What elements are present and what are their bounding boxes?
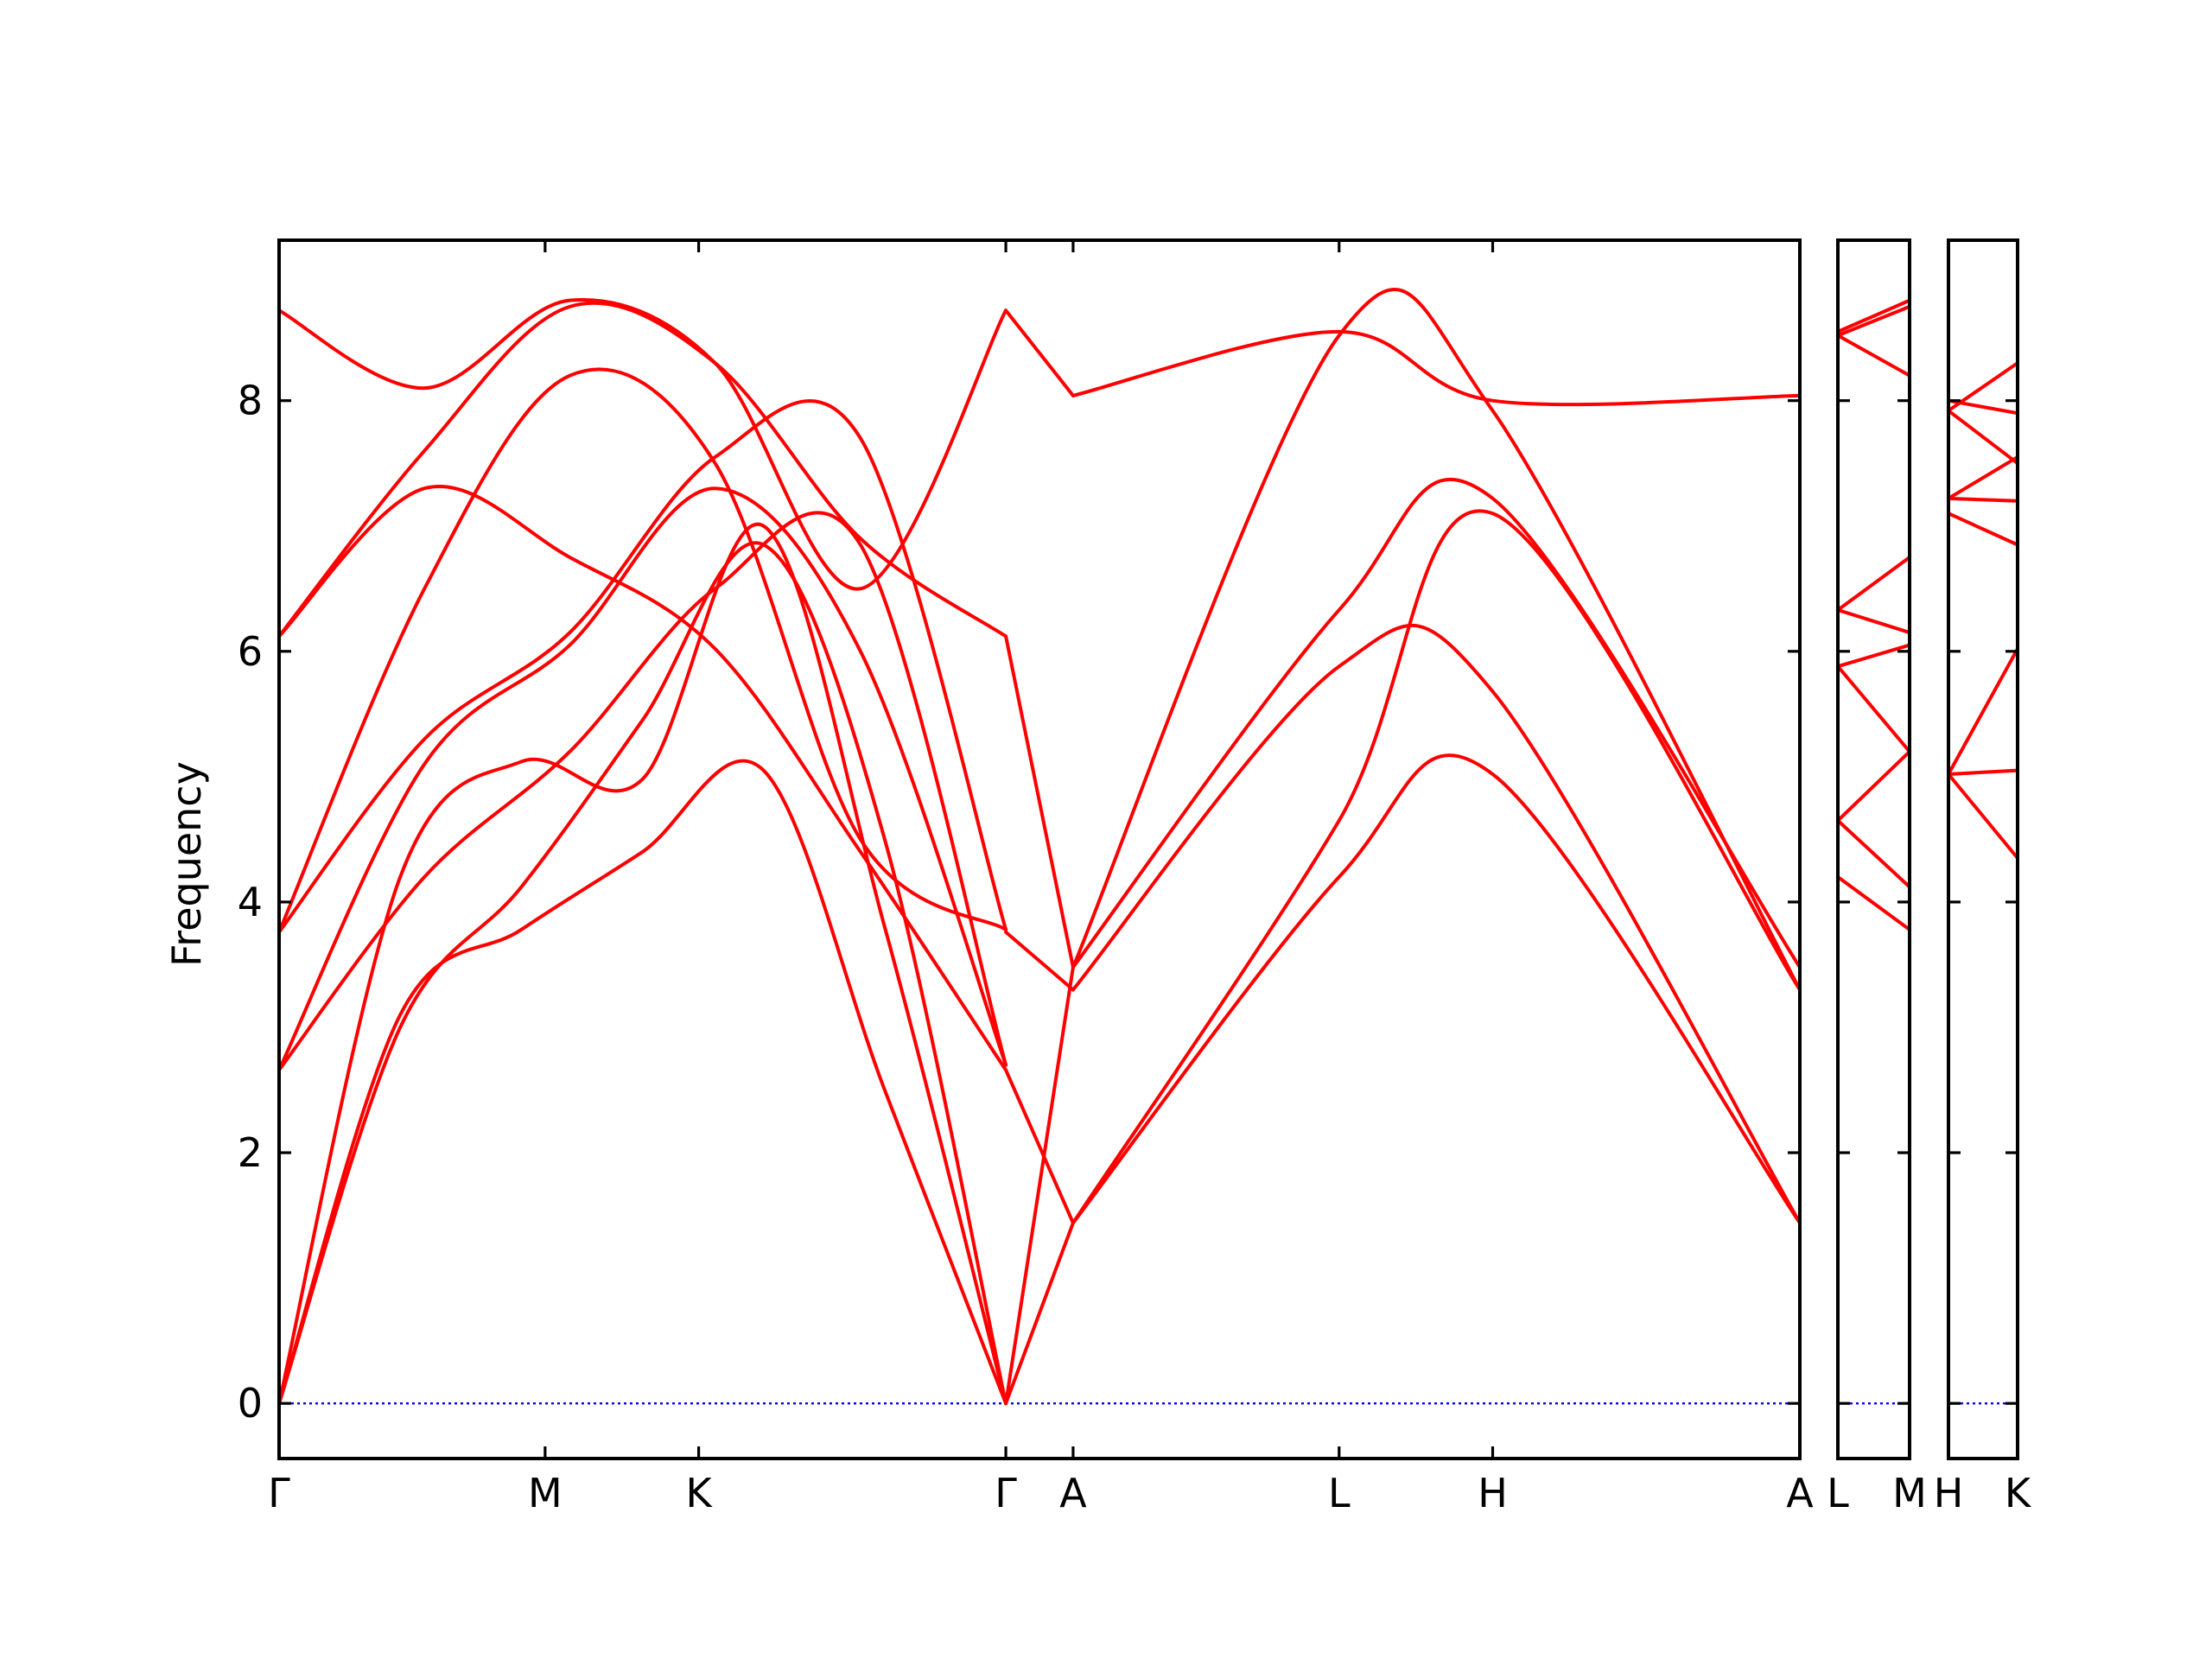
band-line-seg2-1 bbox=[1071, 509, 1802, 1225]
x-tick-label: H bbox=[1478, 1470, 1508, 1516]
band-line-seg1-4 bbox=[1004, 634, 1075, 969]
band-line-seg0-7 bbox=[277, 485, 1008, 1072]
band-line-6 bbox=[1947, 409, 2019, 466]
band-line-7 bbox=[1836, 334, 1911, 378]
band-line-seg0-4 bbox=[277, 486, 1008, 1072]
panel-frame-2 bbox=[1947, 238, 2019, 1460]
band-line-seg0-6 bbox=[277, 367, 1008, 934]
x-tick-label: H bbox=[1934, 1470, 1964, 1516]
band-line-1 bbox=[1836, 818, 1911, 889]
band-line-seg0-3 bbox=[277, 511, 1008, 1072]
band-line-8 bbox=[1836, 304, 1911, 338]
band-line-seg1-3 bbox=[1004, 930, 1075, 992]
band-line-seg0-9 bbox=[277, 298, 1008, 591]
band-line-seg2-3 bbox=[1071, 477, 1802, 969]
y-tick-label: 8 bbox=[238, 378, 263, 424]
x-tick-label: M bbox=[1892, 1470, 1927, 1516]
band-line-seg2-4 bbox=[1071, 288, 1802, 992]
band-line-seg2-0 bbox=[1071, 753, 1802, 1225]
y-axis-label: Frequency bbox=[163, 761, 210, 967]
band-line-seg0-8 bbox=[277, 301, 1008, 639]
band-line-5 bbox=[1947, 454, 2019, 500]
band-line-seg2-5 bbox=[1071, 329, 1802, 407]
band-line-seg1-2 bbox=[1004, 1068, 1075, 1225]
band-line-5 bbox=[1836, 607, 1911, 635]
band-line-0 bbox=[1947, 772, 2019, 861]
band-line-seg1-1 bbox=[1004, 965, 1075, 1406]
y-tick-label: 4 bbox=[238, 879, 263, 925]
y-tick-label: 6 bbox=[238, 628, 263, 675]
band-line-9 bbox=[1836, 298, 1911, 334]
x-tick-label: M bbox=[528, 1470, 563, 1516]
band-line-2 bbox=[1947, 646, 2019, 776]
band-line-seg1-5 bbox=[1004, 308, 1075, 397]
band-line-4 bbox=[1947, 496, 2019, 503]
band-line-6 bbox=[1836, 556, 1911, 612]
band-line-3 bbox=[1947, 512, 2019, 547]
panel-frame-1 bbox=[1836, 238, 1911, 1460]
band-line-seg0-1 bbox=[277, 541, 1008, 1406]
y-tick-label: 2 bbox=[238, 1129, 263, 1176]
y-tick-label: 0 bbox=[238, 1380, 263, 1427]
x-tick-label: Γ bbox=[268, 1470, 290, 1516]
band-line-8 bbox=[1947, 398, 2019, 416]
band-line-2 bbox=[1836, 749, 1911, 823]
band-line-seg1-0 bbox=[1004, 1221, 1075, 1406]
x-tick-label: K bbox=[686, 1470, 714, 1516]
band-line-1 bbox=[1947, 768, 2019, 776]
x-tick-label: L bbox=[1827, 1470, 1849, 1516]
x-tick-label: L bbox=[1328, 1470, 1351, 1516]
band-line-4 bbox=[1836, 643, 1911, 669]
band-line-seg0-2 bbox=[277, 522, 1008, 1406]
panel-frame-0 bbox=[277, 238, 1802, 1460]
band-line-seg2-2 bbox=[1071, 623, 1802, 1225]
x-tick-label: A bbox=[1059, 1470, 1087, 1516]
band-line-3 bbox=[1836, 664, 1911, 753]
x-tick-label: K bbox=[2005, 1470, 2032, 1516]
band-line-seg0-5 bbox=[277, 398, 1008, 934]
x-tick-label: Γ bbox=[995, 1470, 1017, 1516]
band-line-0 bbox=[1836, 874, 1911, 931]
x-tick-label: A bbox=[1786, 1470, 1814, 1516]
band-line-seg0-0 bbox=[277, 759, 1008, 1406]
